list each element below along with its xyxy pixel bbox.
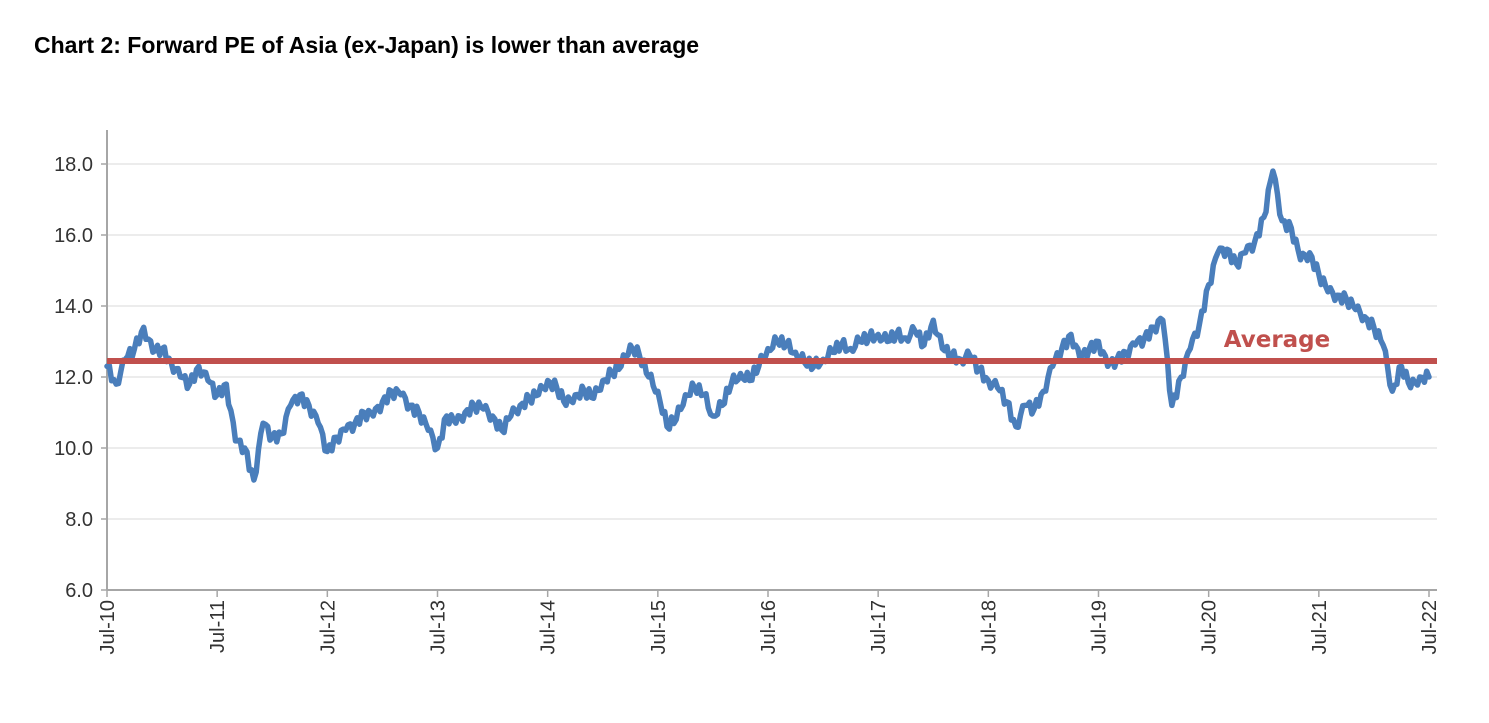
x-tick-label: Jul-11 xyxy=(207,600,229,653)
x-tick-label: Jul-22 xyxy=(1419,600,1441,654)
forward-pe-series-line xyxy=(104,168,1432,483)
x-tick-label: Jul-14 xyxy=(538,600,560,654)
y-tick-label: 18.0 xyxy=(54,154,93,176)
x-axis-ticks: Jul-10 Jul-11 Jul-12 Jul-13 Jul-14 Jul-15 Jul-… xyxy=(97,590,1441,654)
x-tick-label: Jul-15 xyxy=(648,600,670,654)
x-tick-label: Jul-21 xyxy=(1309,600,1331,654)
x-tick-label: Jul-19 xyxy=(1089,600,1111,654)
y-tick-label: 12.0 xyxy=(54,367,93,389)
y-tick-label: 16.0 xyxy=(54,225,93,247)
series-layer xyxy=(104,168,1432,483)
y-tick-label: 10.0 xyxy=(54,438,93,460)
x-tick-label: Jul-20 xyxy=(1199,600,1221,654)
x-tick-label: Jul-16 xyxy=(758,600,780,654)
x-tick-label: Jul-10 xyxy=(97,600,119,654)
average-label: Average xyxy=(1224,327,1331,353)
chart-title: Chart 2: Forward PE of Asia (ex-Japan) i… xyxy=(34,32,700,58)
x-tick-label: Jul-18 xyxy=(978,600,1000,654)
x-tick-label: Jul-17 xyxy=(868,600,890,654)
y-tick-label: 6.0 xyxy=(65,580,93,602)
y-axis-ticks: 6.0 8.0 10.0 12.0 14.0 16.0 18.0 xyxy=(54,154,107,602)
x-tick-label: Jul-13 xyxy=(428,600,450,654)
y-tick-label: 14.0 xyxy=(54,296,93,318)
x-tick-label: Jul-12 xyxy=(317,600,339,654)
average-layer: Average xyxy=(107,327,1437,365)
y-tick-label: 8.0 xyxy=(65,509,93,531)
